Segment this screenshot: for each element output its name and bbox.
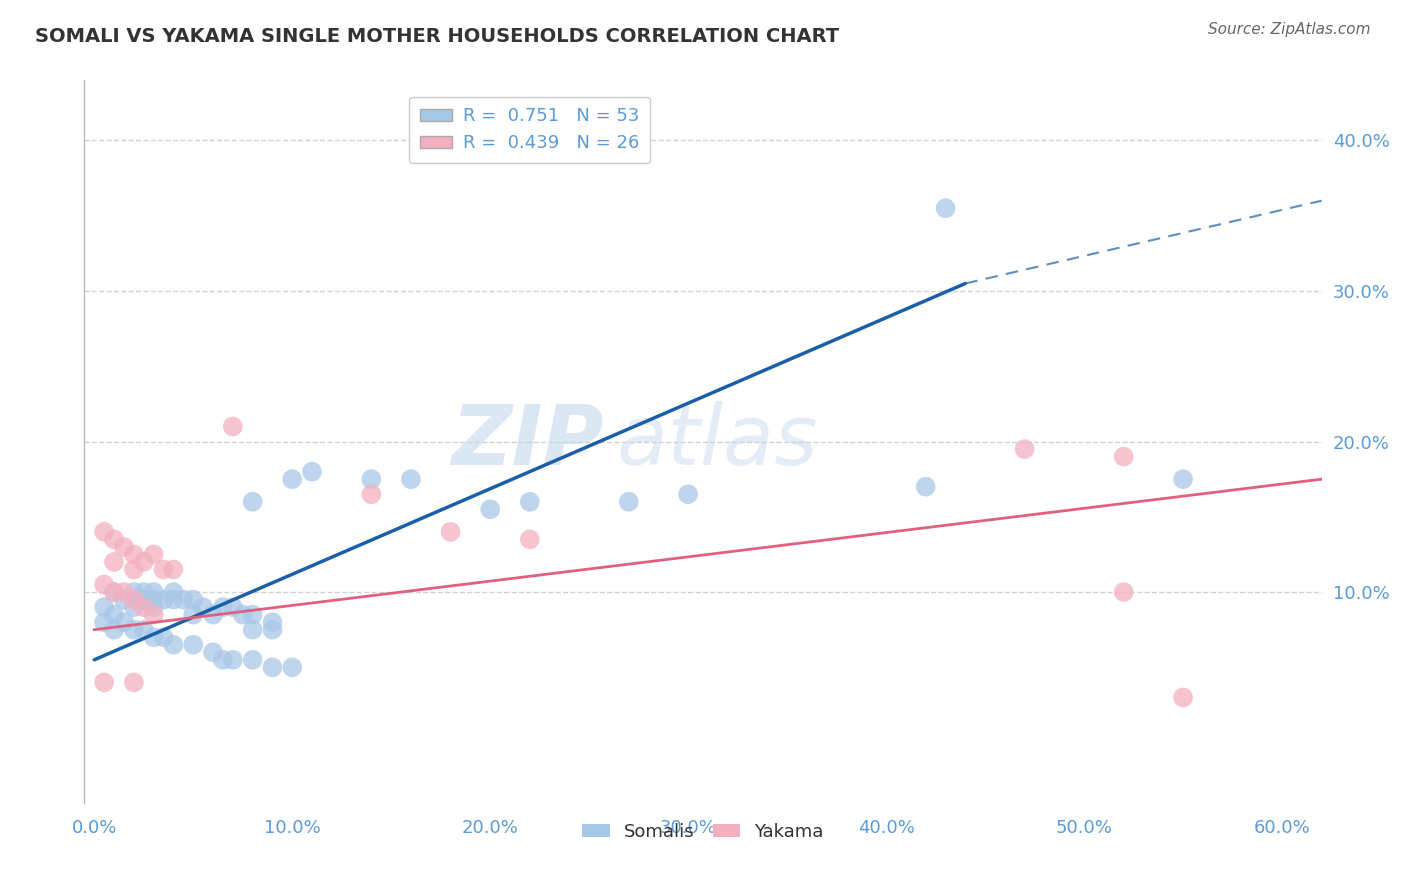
Point <box>142 548 165 562</box>
Point <box>222 419 245 434</box>
Point <box>519 494 541 508</box>
Point <box>262 660 284 674</box>
Text: ZIP: ZIP <box>451 401 605 482</box>
Point <box>242 623 264 637</box>
Point <box>93 524 115 539</box>
Point <box>103 585 125 599</box>
Point <box>122 600 145 615</box>
Point <box>162 585 184 599</box>
Point <box>122 548 145 562</box>
Point <box>93 600 115 615</box>
Point <box>142 600 165 615</box>
Point <box>132 585 155 599</box>
Point <box>281 472 304 486</box>
Point <box>132 555 155 569</box>
Point <box>222 653 245 667</box>
Point <box>181 592 204 607</box>
Point <box>122 562 145 576</box>
Point <box>132 623 155 637</box>
Point <box>112 585 135 599</box>
Point <box>262 623 284 637</box>
Point <box>212 600 235 615</box>
Point <box>191 600 214 615</box>
Point <box>162 638 184 652</box>
Point <box>122 592 145 607</box>
Point <box>262 615 284 630</box>
Point <box>232 607 254 622</box>
Point <box>142 607 165 622</box>
Legend: Somalis, Yakama: Somalis, Yakama <box>575 815 831 848</box>
Point <box>103 607 125 622</box>
Point <box>152 630 174 644</box>
Point <box>301 465 323 479</box>
Point <box>93 577 115 591</box>
Point <box>142 585 165 599</box>
Point <box>103 585 125 599</box>
Point <box>1112 450 1135 464</box>
Text: Source: ZipAtlas.com: Source: ZipAtlas.com <box>1208 22 1371 37</box>
Point <box>202 607 225 622</box>
Point <box>1014 442 1036 456</box>
Point <box>152 562 174 576</box>
Text: SOMALI VS YAKAMA SINGLE MOTHER HOUSEHOLDS CORRELATION CHART: SOMALI VS YAKAMA SINGLE MOTHER HOUSEHOLD… <box>35 27 839 45</box>
Point <box>934 201 956 215</box>
Point <box>122 623 145 637</box>
Point <box>103 555 125 569</box>
Point <box>103 533 125 547</box>
Point <box>519 533 541 547</box>
Point <box>103 623 125 637</box>
Point <box>1112 585 1135 599</box>
Point <box>281 660 304 674</box>
Point <box>242 494 264 508</box>
Point <box>152 592 174 607</box>
Point <box>132 592 155 607</box>
Point <box>162 592 184 607</box>
Point <box>181 638 204 652</box>
Point <box>142 592 165 607</box>
Point <box>112 615 135 630</box>
Point <box>1171 690 1194 705</box>
Point <box>122 585 145 599</box>
Point <box>439 524 461 539</box>
Point <box>212 653 235 667</box>
Point <box>222 600 245 615</box>
Point <box>617 494 640 508</box>
Point <box>93 675 115 690</box>
Point <box>112 540 135 554</box>
Point <box>172 592 194 607</box>
Point <box>181 607 204 622</box>
Point <box>142 630 165 644</box>
Point <box>399 472 422 486</box>
Point <box>162 562 184 576</box>
Text: atlas: atlas <box>616 401 818 482</box>
Point <box>132 600 155 615</box>
Point <box>242 607 264 622</box>
Point <box>479 502 502 516</box>
Point <box>242 653 264 667</box>
Point <box>1171 472 1194 486</box>
Point <box>202 645 225 659</box>
Point <box>122 675 145 690</box>
Point <box>360 487 382 501</box>
Point <box>914 480 936 494</box>
Point <box>360 472 382 486</box>
Point <box>93 615 115 630</box>
Point <box>676 487 699 501</box>
Point <box>112 592 135 607</box>
